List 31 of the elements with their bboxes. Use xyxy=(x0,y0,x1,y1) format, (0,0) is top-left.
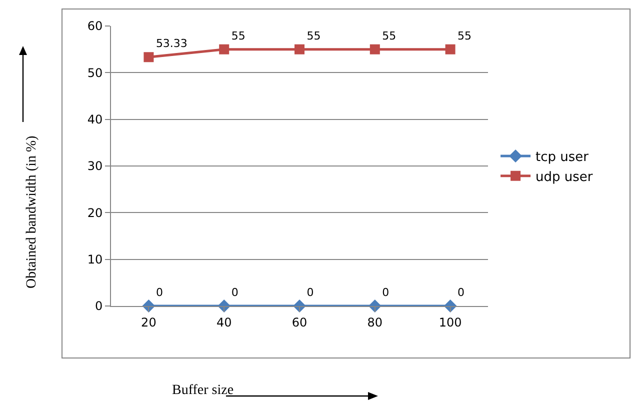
legend-label: udp user xyxy=(536,170,594,185)
y-axis-title: Obtained bandwidth (in %) xyxy=(24,135,40,288)
data-label: 0 xyxy=(458,286,465,299)
data-label: 0 xyxy=(231,286,238,299)
y-tick-label: 10 xyxy=(87,252,103,267)
point xyxy=(294,44,304,54)
x-tick-label: 60 xyxy=(292,315,308,330)
y-tick-label: 50 xyxy=(87,66,103,80)
data-label: 55 xyxy=(231,29,246,42)
point xyxy=(445,44,456,54)
point xyxy=(219,44,230,54)
y-tick-label: 60 xyxy=(87,19,103,34)
data-label: 55 xyxy=(306,29,321,42)
x-tick-label: 80 xyxy=(367,315,383,330)
x-tick-label: 100 xyxy=(438,315,462,330)
legend-label: tcp user xyxy=(536,150,590,166)
data-label: 55 xyxy=(382,29,396,42)
data-label: 0 xyxy=(156,286,163,299)
data-label: 0 xyxy=(306,286,314,299)
y-tick-label: 40 xyxy=(87,112,103,127)
y-tick-label: 0 xyxy=(94,299,103,314)
point xyxy=(370,44,380,54)
x-axis-title: Buffer size xyxy=(172,383,234,398)
data-label: 55 xyxy=(458,29,472,42)
data-label: 53.33 xyxy=(156,37,188,50)
x-tick-label: 40 xyxy=(216,315,232,330)
x-tick-label: 20 xyxy=(141,315,156,330)
y-tick-label: 20 xyxy=(87,206,103,220)
y-tick-label: 30 xyxy=(87,159,103,174)
data-label: 0 xyxy=(382,286,390,299)
point xyxy=(144,52,154,62)
